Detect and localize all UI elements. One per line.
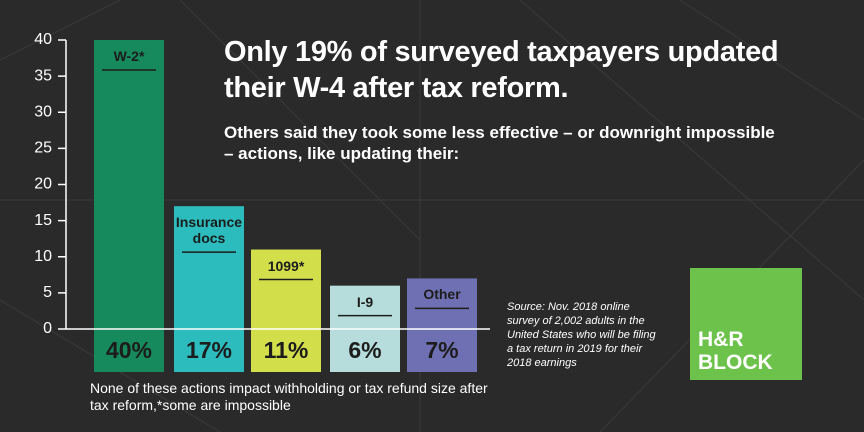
y-tick-label: 5 xyxy=(43,284,52,301)
bar-label-panel xyxy=(407,329,477,372)
category-label: I-9 xyxy=(356,293,374,310)
category-label: W-2* xyxy=(113,48,145,64)
bar-label-panel xyxy=(174,329,244,372)
logo-text: H&R BLOCK xyxy=(698,328,773,374)
subtitle: Others said they took some less effectiv… xyxy=(224,123,775,163)
category-label: 1099* xyxy=(267,257,305,274)
y-tick-label: 15 xyxy=(34,212,52,229)
value-label: 17% xyxy=(186,337,232,363)
value-label: 40% xyxy=(106,337,152,363)
y-tick-label: 0 xyxy=(43,320,52,337)
bar-label-panel xyxy=(330,329,400,372)
y-tick-label: 30 xyxy=(34,103,52,120)
value-label: 7% xyxy=(425,337,458,363)
bar xyxy=(407,278,477,329)
value-label: 6% xyxy=(348,337,381,363)
source: Source: Nov. 2018 online survey of 2,002… xyxy=(507,301,656,369)
y-tick-label: 35 xyxy=(34,67,52,84)
bar xyxy=(330,285,400,329)
y-tick-label: 10 xyxy=(34,248,52,265)
logo: H&R BLOCK xyxy=(690,268,802,380)
bar-label-panel xyxy=(251,329,321,372)
y-tick-label: 25 xyxy=(34,140,52,157)
y-tick-label: 40 xyxy=(34,31,52,48)
title: Only 19% of surveyed taxpayers updated t… xyxy=(224,36,779,104)
bar xyxy=(94,40,164,329)
bar xyxy=(174,206,244,329)
bar xyxy=(251,249,321,329)
bar-label-panel xyxy=(94,329,164,372)
y-tick-label: 20 xyxy=(34,176,52,193)
category-label: Other xyxy=(423,286,461,303)
value-label: 11% xyxy=(264,337,309,363)
category-label: Insurance docs xyxy=(175,214,243,247)
footnote: None of these actions impact withholding… xyxy=(90,380,488,413)
